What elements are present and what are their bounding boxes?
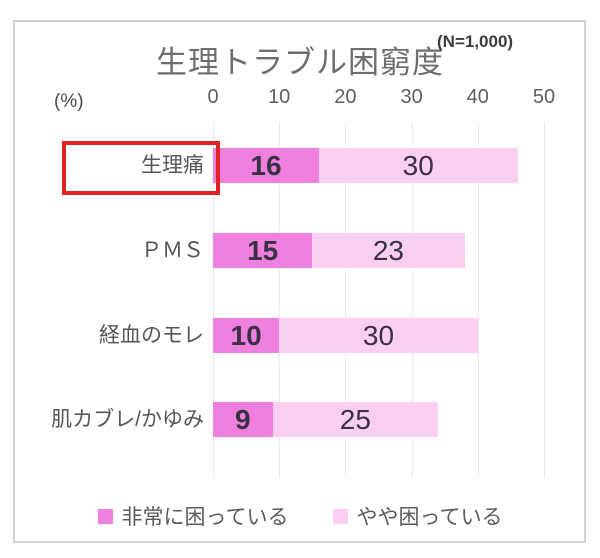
- bar-row: 9 25: [213, 402, 439, 437]
- unit-label: (%): [54, 91, 84, 112]
- x-tick-label: 50: [532, 86, 556, 108]
- legend: 非常に困っている やや困っている: [0, 501, 600, 531]
- legend-item: やや困っている: [332, 501, 503, 531]
- x-tick-label: 30: [400, 86, 423, 108]
- highlight-box: [62, 141, 220, 195]
- category-label: ＰＭＳ: [141, 239, 204, 262]
- bar-segment-mild: 30: [279, 318, 478, 353]
- bar-segment-mild: 25: [272, 402, 439, 437]
- bar-row: 15 23: [213, 233, 465, 268]
- gridline: [345, 122, 347, 478]
- bar-segment-mild: 30: [318, 148, 518, 183]
- sample-size-label: (N=1,000): [437, 32, 514, 51]
- legend-swatch: [332, 508, 348, 524]
- bar-row: 16 30: [213, 148, 518, 183]
- gridline: [279, 122, 281, 478]
- x-tick-label: 0: [207, 86, 219, 108]
- bar-segment-mild: 23: [312, 233, 465, 268]
- x-tick-label: 10: [268, 86, 291, 108]
- bar-row: 10 30: [213, 318, 478, 353]
- legend-label: 非常に困っている: [121, 506, 289, 529]
- category-label: 経血のモレ: [99, 324, 204, 347]
- gridline: [544, 122, 545, 478]
- gridline: [477, 122, 479, 478]
- gridline: [213, 122, 214, 478]
- bar-segment-strong: 10: [213, 318, 280, 353]
- x-tick-label: 20: [334, 86, 357, 108]
- legend-label: やや困っている: [356, 506, 503, 529]
- bar-segment-strong: 15: [213, 233, 313, 268]
- legend-swatch: [97, 508, 113, 524]
- chart-frame: [13, 20, 586, 543]
- bar-segment-strong: 16: [213, 148, 319, 183]
- legend-item: 非常に困っている: [97, 501, 289, 531]
- category-label: 肌カブレ/かゆみ: [51, 408, 204, 431]
- category-label: 生理痛: [141, 154, 204, 177]
- x-tick-label: 40: [466, 86, 489, 108]
- chart-title: 生理トラブル困窮度: [156, 45, 444, 80]
- bar-segment-strong: 9: [213, 402, 273, 437]
- gridline: [411, 122, 413, 478]
